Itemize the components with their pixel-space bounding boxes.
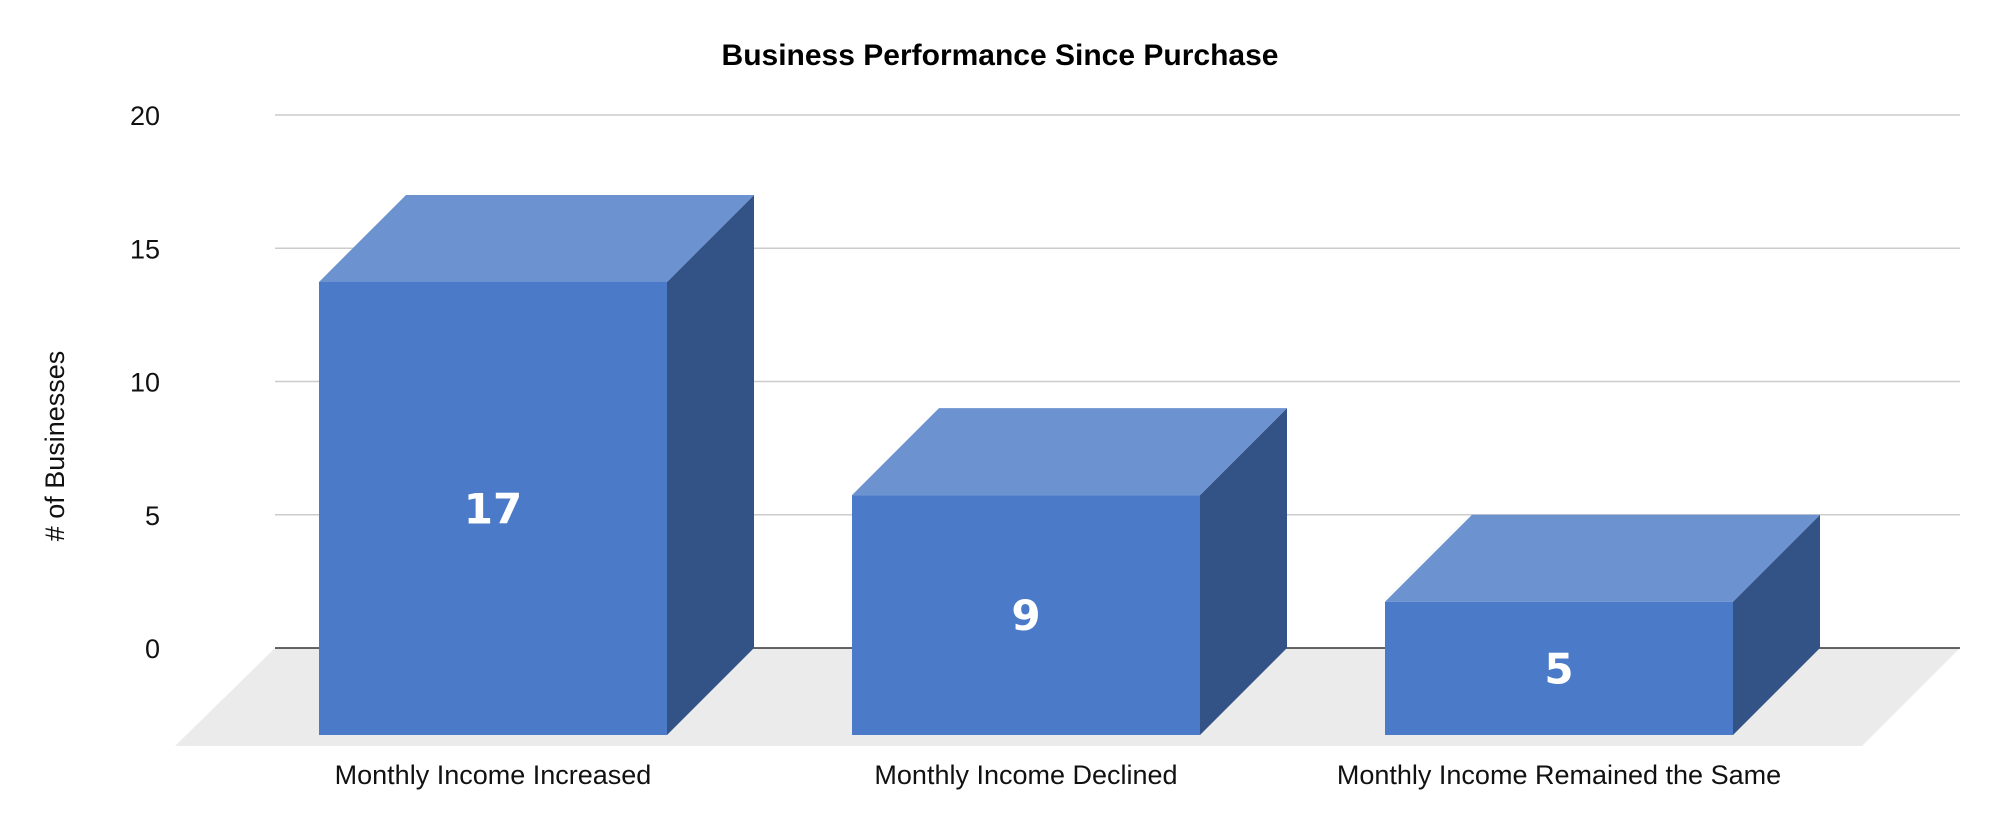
bar: 17 <box>319 194 754 735</box>
bar-top-face <box>319 194 754 282</box>
y-tick-label: 0 <box>145 634 160 664</box>
y-tick-label: 5 <box>145 501 160 531</box>
category-label: Monthly Income Remained the Same <box>1337 760 1781 790</box>
bar-side-face <box>1200 408 1287 735</box>
bar-value-label: 5 <box>1544 644 1573 693</box>
bar-top-face <box>852 408 1287 496</box>
bar-front-face <box>319 281 667 735</box>
y-tick-label: 15 <box>130 234 160 264</box>
bar: 5 <box>1385 514 1820 735</box>
chart-title: Business Performance Since Purchase <box>722 39 1279 72</box>
category-labels: Monthly Income Increased Monthly Income D… <box>335 760 1781 790</box>
bar-side-face <box>667 194 754 735</box>
category-label: Monthly Income Declined <box>874 760 1177 790</box>
bar: 9 <box>852 408 1287 735</box>
y-tick-label: 10 <box>130 368 160 398</box>
bar-value-label: 17 <box>464 484 522 533</box>
bar-value-label: 9 <box>1011 591 1040 640</box>
bar-top-face <box>1385 514 1820 602</box>
category-label: Monthly Income Increased <box>335 760 652 790</box>
bar-side-face <box>1733 514 1820 735</box>
bar-front-face <box>1385 601 1733 735</box>
y-axis-ticks: 0 5 10 15 20 <box>130 101 160 664</box>
bar-front-face <box>852 495 1200 735</box>
y-tick-label: 20 <box>130 101 160 131</box>
y-axis-label: # of Businesses <box>40 351 70 542</box>
